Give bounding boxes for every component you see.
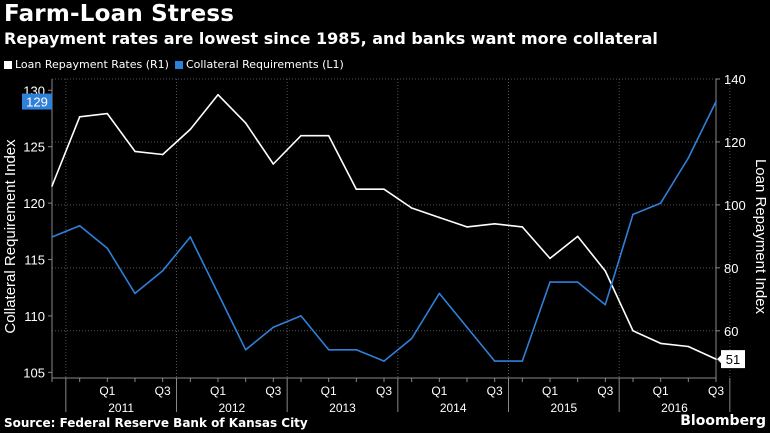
legend-label-collateral: Collateral Requirements (L1) (185, 58, 344, 71)
repayment-point (576, 235, 579, 238)
left-axis-title: Collateral Requirement Index (2, 139, 19, 334)
year-label: 2013 (329, 401, 356, 415)
year-label: 2015 (550, 401, 577, 415)
x-tick-label: Q1 (99, 384, 115, 398)
repayment-point (604, 270, 607, 272)
chart-legend: Loan Repayment Rates (R1) Collateral Req… (4, 58, 350, 71)
legend-item-repayment: Loan Repayment Rates (R1) (4, 58, 169, 71)
repayment-point (161, 153, 164, 156)
collateral-point (493, 360, 496, 362)
left-tick-label: 115 (24, 253, 45, 268)
repayment-point (189, 128, 192, 131)
x-tick-label: Q1 (653, 384, 669, 398)
x-tick-label: Q3 (155, 384, 171, 398)
last-value-left: 129 (26, 95, 48, 110)
repayment-point (493, 222, 496, 225)
repayment-point (51, 185, 53, 187)
x-tick-label: Q3 (265, 384, 281, 398)
left-tick-label: 110 (24, 309, 45, 324)
collateral-point (383, 360, 385, 362)
x-tick-label: Q3 (708, 384, 724, 398)
repayment-point (327, 134, 330, 137)
series-line-repayment (51, 93, 717, 360)
legend-swatch-repayment (4, 60, 12, 69)
collateral-point (327, 348, 330, 351)
collateral-point (51, 236, 53, 238)
repayment-point (355, 188, 358, 190)
right-axis-title: Loan Repayment Index (752, 159, 769, 315)
collateral-point (272, 326, 275, 329)
repayment-point (272, 163, 275, 165)
year-label: 2014 (440, 401, 467, 415)
repayment-point (632, 329, 634, 332)
collateral-point (355, 348, 358, 351)
repayment-point (659, 342, 662, 345)
repayment-point (217, 93, 219, 96)
x-tick-label: Q1 (431, 384, 447, 398)
chart-subtitle: Repayment rates are lowest since 1985, a… (4, 29, 658, 48)
collateral-point (300, 315, 302, 317)
collateral-point (521, 360, 524, 362)
collateral-point (78, 224, 81, 227)
last-value-pointer-right (717, 355, 721, 364)
right-tick-label: 120 (724, 135, 746, 150)
collateral-point (410, 337, 413, 340)
collateral-point (466, 326, 468, 329)
collateral-point (549, 281, 551, 283)
right-tick-label: 60 (724, 324, 738, 339)
repayment-point (410, 207, 413, 209)
collateral-point (715, 100, 717, 103)
collateral-point (632, 213, 634, 216)
right-tick-label: 100 (724, 198, 746, 213)
bloomberg-logo: Bloomberg (680, 413, 766, 429)
year-label: 2011 (108, 401, 134, 415)
collateral-point (604, 303, 607, 306)
repayment-point (300, 134, 302, 137)
collateral-point (217, 292, 219, 295)
repayment-point (134, 150, 136, 153)
right-tick-label: 140 (724, 72, 746, 87)
year-label: 2012 (218, 401, 245, 415)
repayment-point (549, 257, 551, 260)
series-line-collateral (51, 101, 717, 362)
collateral-point (189, 236, 192, 238)
repayment-point (383, 188, 385, 190)
repayment-point (438, 216, 441, 219)
collateral-point (659, 202, 662, 204)
repayment-point (715, 358, 717, 360)
last-value-right: 51 (726, 352, 740, 367)
collateral-point (687, 157, 690, 159)
repayment-point (106, 112, 109, 115)
repayment-point (687, 345, 690, 348)
x-tick-label: Q1 (210, 384, 226, 398)
chart-title: Farm-Loan Stress (4, 1, 235, 27)
left-tick-label: 125 (23, 140, 45, 155)
year-label: 2016 (661, 401, 688, 415)
x-tick-label: Q3 (376, 384, 392, 398)
collateral-point (576, 281, 579, 283)
legend-swatch-collateral (174, 60, 183, 69)
left-tick-label: 120 (23, 196, 45, 211)
right-tick-label: 80 (724, 261, 738, 276)
x-tick-label: Q3 (487, 384, 503, 398)
collateral-point (244, 348, 247, 351)
repayment-point (78, 115, 81, 118)
left-tick-label: 105 (23, 365, 45, 380)
collateral-point (106, 247, 109, 250)
repayment-point (244, 122, 247, 124)
last-value-badge-right (721, 350, 745, 369)
collateral-point (438, 292, 441, 295)
collateral-point (161, 270, 164, 272)
last-value-badge-left (22, 93, 52, 110)
legend-item-collateral: Collateral Requirements (L1) (174, 58, 344, 71)
source-note: Source: Federal Reserve Bank of Kansas C… (4, 416, 308, 430)
legend-label-repayment: Loan Repayment Rates (R1) (15, 58, 169, 71)
collateral-point (134, 292, 136, 295)
x-tick-label: Q1 (542, 384, 558, 398)
x-tick-label: Q1 (321, 384, 337, 398)
x-tick-label: Q3 (597, 384, 613, 398)
repayment-point (521, 226, 524, 228)
repayment-point (466, 226, 468, 228)
